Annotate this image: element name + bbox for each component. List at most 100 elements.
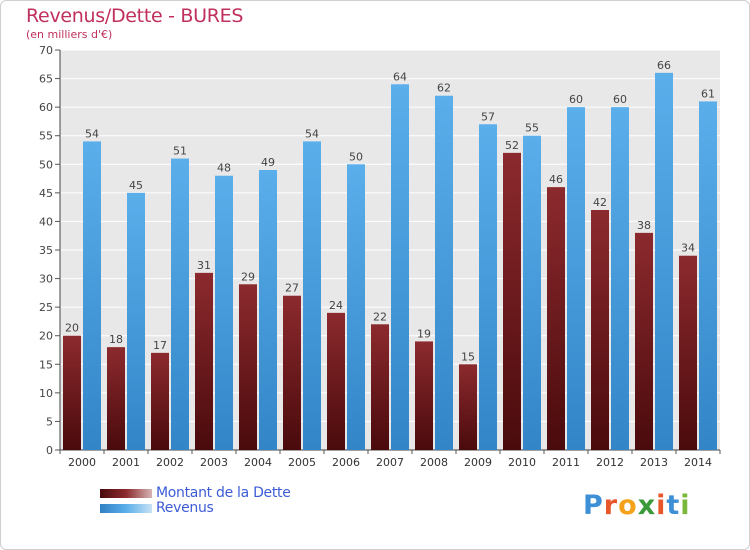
- x-tick-label: 2004: [244, 456, 272, 469]
- x-tick-label: 2005: [288, 456, 316, 469]
- bar-revenus: [435, 95, 453, 450]
- bar-revenus: [479, 124, 497, 451]
- legend-swatch-revenus: [100, 504, 152, 513]
- logo-letter: x: [637, 490, 657, 521]
- x-tick-label: 2000: [68, 456, 96, 469]
- bar-dette: [63, 335, 81, 450]
- data-label-dette: 22: [373, 310, 387, 323]
- data-label-revenus: 45: [129, 179, 143, 192]
- proxiti-logo: Proxiti: [583, 490, 691, 521]
- logo-letter: i: [680, 490, 691, 521]
- data-label-dette: 27: [285, 282, 299, 295]
- bar-revenus: [567, 107, 585, 451]
- bar-dette: [371, 324, 389, 450]
- data-label-dette: 38: [637, 219, 651, 232]
- bar-dette: [195, 272, 213, 450]
- logo-letter: o: [618, 490, 638, 521]
- y-tick-label: 30: [39, 273, 53, 286]
- legend-label-revenus: Revenus: [156, 500, 214, 516]
- x-tick-label: 2014: [684, 456, 712, 469]
- data-label-dette: 15: [461, 350, 475, 363]
- data-label-revenus: 48: [217, 162, 231, 175]
- data-label-dette: 18: [109, 333, 123, 346]
- y-tick-label: 20: [39, 330, 53, 343]
- y-tick-label: 5: [46, 415, 53, 428]
- data-label-revenus: 50: [349, 150, 363, 163]
- y-tick-label: 15: [39, 358, 53, 371]
- y-tick-label: 45: [39, 187, 53, 200]
- bar-revenus: [171, 158, 189, 451]
- bar-dette: [503, 152, 521, 450]
- bar-dette: [151, 352, 169, 450]
- bar-dette: [591, 210, 609, 450]
- y-tick-label: 0: [46, 444, 53, 457]
- y-tick-label: 55: [39, 130, 53, 143]
- bar-revenus: [523, 135, 541, 450]
- data-label-revenus: 66: [657, 59, 671, 72]
- data-label-revenus: 60: [569, 93, 583, 106]
- chart-title: Revenus/Dette - BURES: [26, 5, 244, 27]
- bar-revenus: [391, 84, 409, 451]
- x-tick-label: 2011: [552, 456, 580, 469]
- bar-dette: [107, 347, 125, 450]
- y-tick-label: 25: [39, 301, 53, 314]
- data-label-revenus: 49: [261, 156, 275, 169]
- y-tick-label: 70: [39, 44, 53, 57]
- data-label-revenus: 64: [393, 70, 407, 83]
- x-tick-label: 2013: [640, 456, 668, 469]
- bar-dette: [547, 187, 565, 450]
- data-label-dette: 19: [417, 327, 431, 340]
- bar-dette: [679, 255, 697, 450]
- bar-revenus: [303, 141, 321, 450]
- bar-revenus: [127, 192, 145, 450]
- x-tick-label: 2001: [112, 456, 140, 469]
- bar-dette: [239, 284, 257, 450]
- bar-revenus: [611, 107, 629, 451]
- data-label-dette: 42: [593, 196, 607, 209]
- legend-swatch-dette: [100, 489, 152, 498]
- data-label-revenus: 54: [305, 127, 319, 140]
- bar-dette: [283, 295, 301, 450]
- logo-letter: P: [583, 490, 604, 521]
- y-tick-label: 50: [39, 158, 53, 171]
- bar-revenus: [259, 170, 277, 450]
- logo-letter: i: [656, 490, 667, 521]
- bar-dette: [459, 364, 477, 450]
- bar-revenus: [83, 141, 101, 450]
- x-tick-label: 2012: [596, 456, 624, 469]
- y-tick-label: 40: [39, 215, 53, 228]
- data-label-dette: 31: [197, 259, 211, 272]
- y-tick-label: 60: [39, 101, 53, 114]
- y-tick-label: 35: [39, 244, 53, 257]
- bar-revenus: [699, 101, 717, 450]
- data-label-revenus: 57: [481, 110, 495, 123]
- x-tick-label: 2008: [420, 456, 448, 469]
- logo-letter: t: [666, 490, 681, 521]
- chart-subtitle: (en milliers d'€): [26, 28, 113, 41]
- data-label-revenus: 51: [173, 145, 187, 158]
- data-label-revenus: 62: [437, 82, 451, 95]
- data-label-dette: 52: [505, 139, 519, 152]
- data-label-revenus: 61: [701, 87, 715, 100]
- y-tick-label: 10: [39, 387, 53, 400]
- x-tick-label: 2009: [464, 456, 492, 469]
- bar-dette: [415, 341, 433, 450]
- x-tick-label: 2006: [332, 456, 360, 469]
- logo-letter: r: [603, 490, 619, 521]
- data-label-revenus: 60: [613, 93, 627, 106]
- data-label-dette: 24: [329, 299, 343, 312]
- y-tick-label: 65: [39, 73, 53, 86]
- data-label-dette: 17: [153, 339, 167, 352]
- x-tick-label: 2002: [156, 456, 184, 469]
- data-label-revenus: 54: [85, 127, 99, 140]
- x-tick-label: 2010: [508, 456, 536, 469]
- data-label-dette: 46: [549, 173, 563, 186]
- bar-revenus: [655, 72, 673, 450]
- bar-dette: [635, 232, 653, 450]
- x-tick-label: 2003: [200, 456, 228, 469]
- legend-label-dette: Montant de la Dette: [156, 485, 291, 501]
- bar-revenus: [215, 175, 233, 450]
- data-label-dette: 29: [241, 270, 255, 283]
- data-label-revenus: 55: [525, 122, 539, 135]
